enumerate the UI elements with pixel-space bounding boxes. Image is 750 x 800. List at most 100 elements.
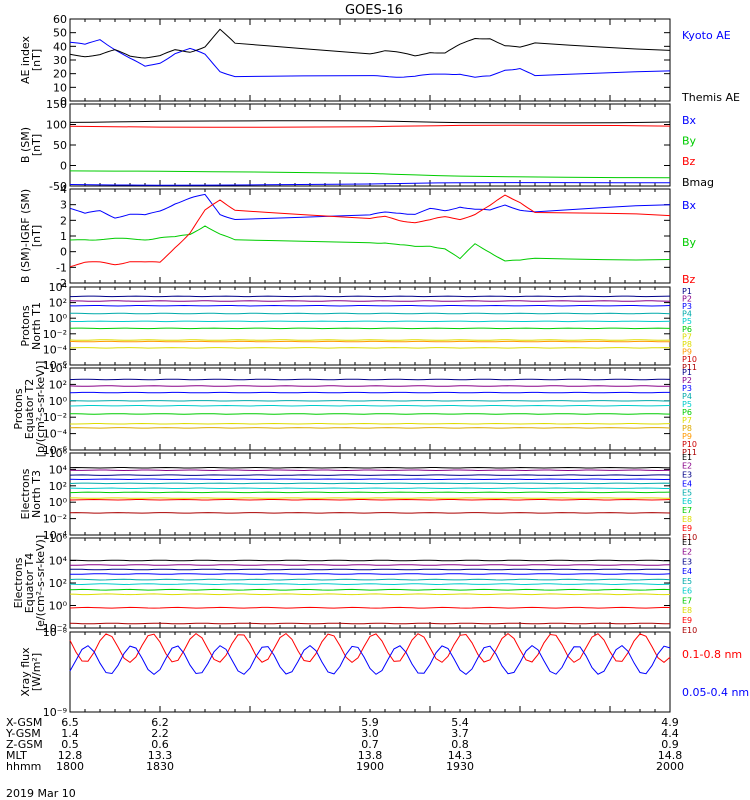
y-tick-label: 60 (53, 13, 67, 26)
series-line-P6 (70, 413, 671, 415)
y-tick-label: 0 (60, 160, 67, 173)
y-tick-label: 10⁴ (49, 555, 68, 568)
series-line-Bmag (69, 120, 671, 124)
y-tick-label: 10⁶ (49, 447, 68, 460)
legend-Bx: Bx (682, 199, 697, 212)
legend-P3: P3 (682, 384, 692, 393)
series-line-Bx (69, 193, 671, 221)
legend-P7: P7 (682, 332, 692, 341)
axis-row-value: 0.5 (61, 738, 79, 751)
panel-frame (69, 188, 671, 284)
y-tick-label: 10⁻² (43, 513, 67, 526)
axis-row-value: 13.8 (358, 749, 383, 762)
legend-E5: E5 (682, 577, 692, 586)
y-axis-label: Protons (19, 305, 32, 346)
legend-E4: E4 (682, 567, 692, 576)
y-tick-label: 10⁰ (49, 312, 68, 325)
y-tick-label: 150 (46, 98, 67, 111)
y-tick-label: 10⁻⁹ (43, 706, 67, 719)
legend-E10: E10 (682, 626, 697, 635)
series-line-P6 (69, 327, 671, 330)
series-line-P2 (69, 300, 671, 302)
y-axis-label: [nT] (30, 225, 43, 247)
y-axis-label: [nT] (30, 134, 43, 156)
series-line-E4 (69, 478, 671, 481)
legend-Bmag: Bmag (682, 176, 714, 189)
y-tick-label: 10⁴ (49, 362, 68, 375)
legend-P6: P6 (682, 325, 692, 334)
y-tick-label: 10² (49, 480, 67, 493)
legend-Bz: Bz (682, 273, 696, 286)
axis-row-value: 1930 (446, 760, 474, 773)
y-tick-label: 10⁻⁶ (43, 359, 68, 372)
y-axis-label: B (SM)-IGRF (SM) (19, 189, 32, 283)
y-tick-label: -2 (56, 277, 67, 290)
y-tick-label: -50 (49, 180, 67, 193)
legend-P3: P3 (682, 302, 692, 311)
y-tick-label: 10⁴ (49, 281, 68, 294)
y-tick-label: 30 (53, 54, 67, 67)
legend-P1: P1 (682, 368, 692, 377)
series-line-0-05-0-4-nm (69, 644, 671, 676)
plot-title: GOES-16 (345, 3, 403, 18)
legend-P6: P6 (682, 408, 692, 417)
legend-P11: P11 (682, 448, 697, 457)
series-line-Themis-AE (69, 28, 671, 59)
series-line-By (69, 170, 671, 179)
legend-P5: P5 (682, 400, 692, 409)
axis-row-value: 5.4 (451, 716, 469, 729)
axis-row-value: 4.4 (661, 727, 679, 740)
date-label: 2019 Mar 10 (6, 787, 76, 800)
axis-row-label: Y-GSM (5, 727, 41, 740)
series-line-E4 (69, 573, 671, 575)
series-line-E2 (69, 469, 671, 472)
legend-E4: E4 (682, 479, 692, 488)
legend-E10: E10 (682, 533, 697, 542)
axis-row-value: 14.8 (658, 749, 683, 762)
y-tick-label: 10⁰ (49, 600, 68, 613)
legend-E9: E9 (682, 524, 692, 533)
series-line-Bz (69, 194, 671, 268)
y-tick-label: 10⁻⁶ (43, 444, 68, 457)
y-axis-label: Equator T2 (23, 379, 36, 439)
legend-E9: E9 (682, 616, 692, 625)
legend-P5: P5 (682, 317, 692, 326)
y-tick-label: 10⁻⁴ (43, 428, 68, 441)
series-line-E6 (69, 583, 671, 586)
y-tick-label: 3 (60, 199, 67, 212)
series-line-P3 (70, 304, 671, 307)
axis-row-value: 6.2 (151, 716, 169, 729)
legend-By: By (682, 135, 697, 148)
series-line-E1 (69, 466, 671, 469)
y-tick-label: 0 (60, 246, 67, 259)
axis-row-value: 3.0 (361, 727, 379, 740)
series-line-P7 (69, 339, 671, 341)
panel-frame (69, 367, 671, 451)
series-line-E6 (69, 487, 670, 490)
series-line-E8 (69, 593, 671, 596)
y-axis-label: Electrons (19, 468, 32, 519)
time-axis-table: X-GSM 6.5 6.2 5.9 5.4 4.9 Y-GSM 1.4 2.2 3.0 3.7 4.4… (5, 716, 684, 773)
legend-Kyoto-AE: Kyoto AE (682, 29, 731, 42)
y-tick-label: 0 (60, 95, 67, 108)
y-axis-label: Equator T4 (23, 553, 36, 613)
axis-row-value: 3.7 (451, 727, 469, 740)
y-tick-label: 10⁴ (49, 463, 68, 476)
y-tick-label: 10⁰ (49, 496, 68, 509)
axis-row-value: 6.5 (61, 716, 79, 729)
legend-E7: E7 (682, 506, 692, 515)
y-axis-label: North T3 (30, 470, 43, 518)
series-line-E3 (69, 474, 671, 476)
series-line-E10 (69, 622, 670, 625)
legend-P2: P2 (682, 376, 692, 385)
y-tick-label: 1 (60, 230, 67, 243)
y-axis-label: Xray flux (19, 647, 32, 697)
y-tick-label: 50 (53, 139, 67, 152)
legend-P1: P1 (682, 287, 692, 296)
